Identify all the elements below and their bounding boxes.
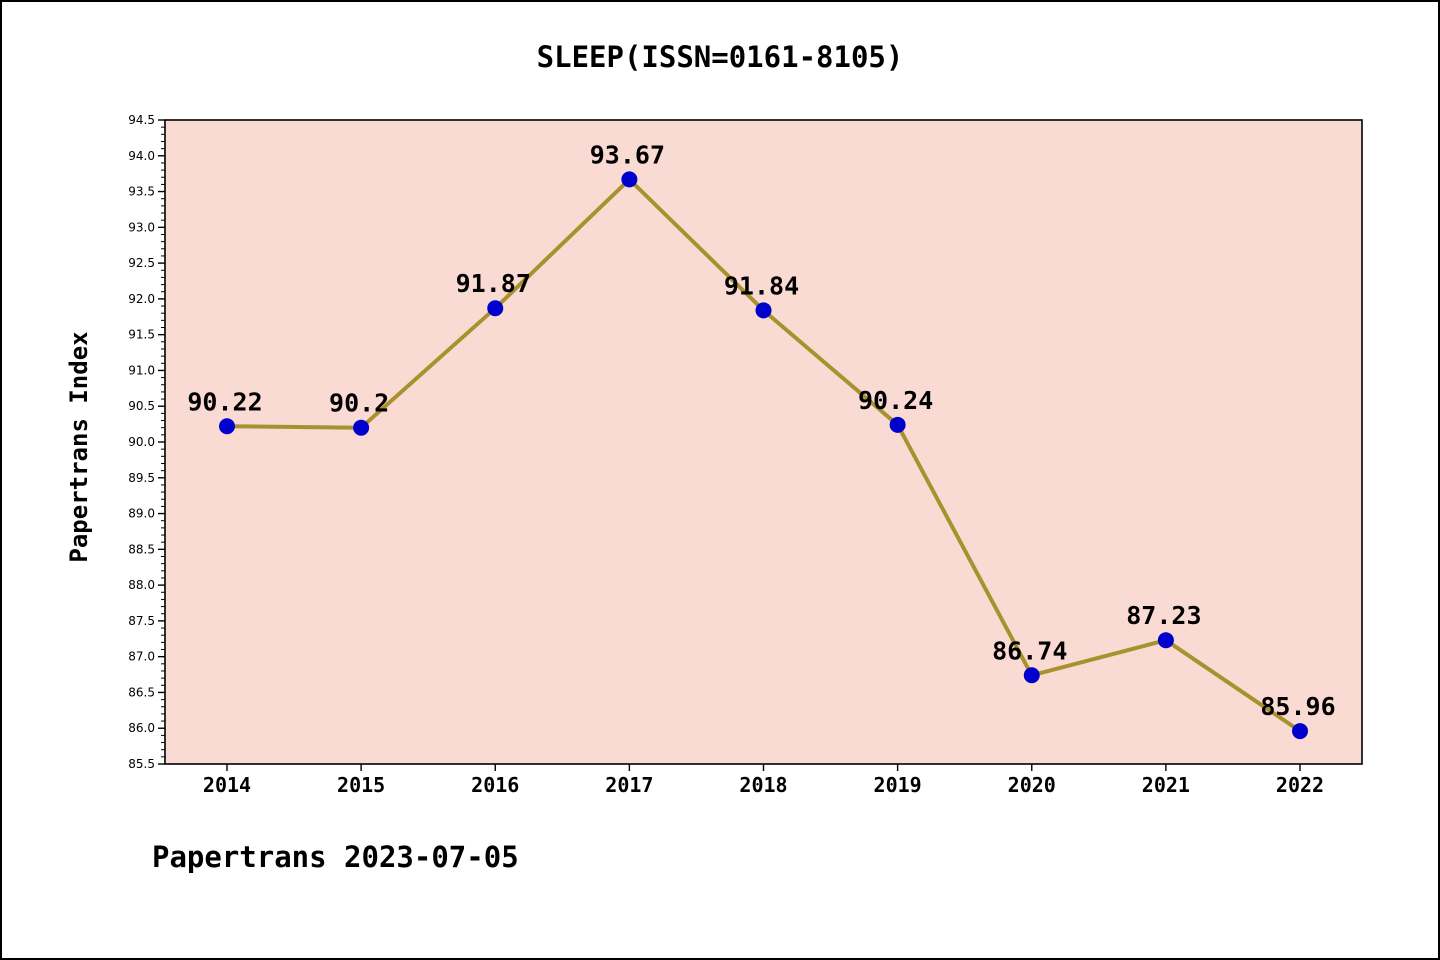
x-tick-label: 2022 bbox=[1276, 773, 1324, 797]
data-point bbox=[889, 416, 906, 433]
y-tick-label: 93.5 bbox=[128, 185, 155, 199]
x-tick-label: 2018 bbox=[739, 773, 787, 797]
point-value-label: 90.22 bbox=[187, 387, 262, 416]
data-point bbox=[1157, 632, 1174, 649]
chart-title: SLEEP(ISSN=0161-8105) bbox=[536, 40, 904, 74]
y-tick-label: 89.0 bbox=[128, 507, 155, 521]
point-value-label: 93.67 bbox=[590, 140, 665, 169]
data-point bbox=[755, 302, 772, 319]
data-point bbox=[353, 419, 370, 436]
point-value-label: 91.87 bbox=[456, 269, 531, 298]
point-value-label: 91.84 bbox=[724, 271, 799, 300]
data-point bbox=[1023, 667, 1040, 684]
x-tick-label: 2021 bbox=[1142, 773, 1190, 797]
data-point bbox=[219, 418, 235, 435]
data-point bbox=[487, 300, 504, 317]
y-tick-label: 89.5 bbox=[128, 471, 155, 485]
data-point bbox=[1292, 723, 1308, 740]
y-tick-label: 91.0 bbox=[128, 363, 155, 377]
y-tick-label: 94.0 bbox=[128, 149, 155, 163]
axes-group: 85.5 86.0 86.5 87.0 87.5 88.0 88.5 89.0 89.5 90.0… bbox=[128, 113, 1324, 797]
annotations-group: 90.22 90.2 91.87 93.67 91.84 90.24 86.74 87.23 8… bbox=[187, 140, 1335, 721]
x-tick-label: 2014 bbox=[203, 773, 251, 797]
watermark-text: Papertrans 2023-07-05 bbox=[152, 840, 519, 874]
x-tick-label: 2020 bbox=[1008, 773, 1056, 797]
y-tick-label: 94.5 bbox=[128, 113, 155, 127]
plot-border bbox=[164, 119, 1363, 765]
y-tick-label: 92.0 bbox=[128, 292, 155, 306]
y-tick-label: 90.0 bbox=[128, 435, 155, 449]
x-tick-label: 2015 bbox=[337, 773, 385, 797]
x-tick-label: 2016 bbox=[471, 773, 519, 797]
point-value-label: 87.23 bbox=[1126, 601, 1201, 630]
y-tick-label: 88.5 bbox=[128, 542, 155, 556]
y-tick-label: 91.5 bbox=[128, 328, 155, 342]
y-tick-label: 85.5 bbox=[128, 757, 155, 771]
y-tick-label: 87.0 bbox=[128, 650, 155, 664]
y-tick-label: 92.5 bbox=[128, 256, 155, 270]
point-value-label: 90.2 bbox=[329, 389, 389, 418]
y-tick-label: 87.5 bbox=[128, 614, 155, 628]
data-point bbox=[621, 171, 638, 188]
y-tick-label: 93.0 bbox=[128, 220, 155, 234]
x-tick-label: 2019 bbox=[874, 773, 922, 797]
y-tick-label: 88.0 bbox=[128, 578, 155, 592]
y-tick-label: 86.0 bbox=[128, 721, 155, 735]
points-group bbox=[219, 171, 1308, 740]
point-value-label: 90.24 bbox=[858, 386, 933, 415]
point-value-label: 86.74 bbox=[992, 636, 1067, 665]
plot-background bbox=[165, 120, 1362, 764]
x-tick-label: 2017 bbox=[605, 773, 653, 797]
point-value-label: 85.96 bbox=[1260, 692, 1335, 721]
y-tick-label: 86.5 bbox=[128, 685, 155, 699]
y-tick-label: 90.5 bbox=[128, 399, 155, 413]
